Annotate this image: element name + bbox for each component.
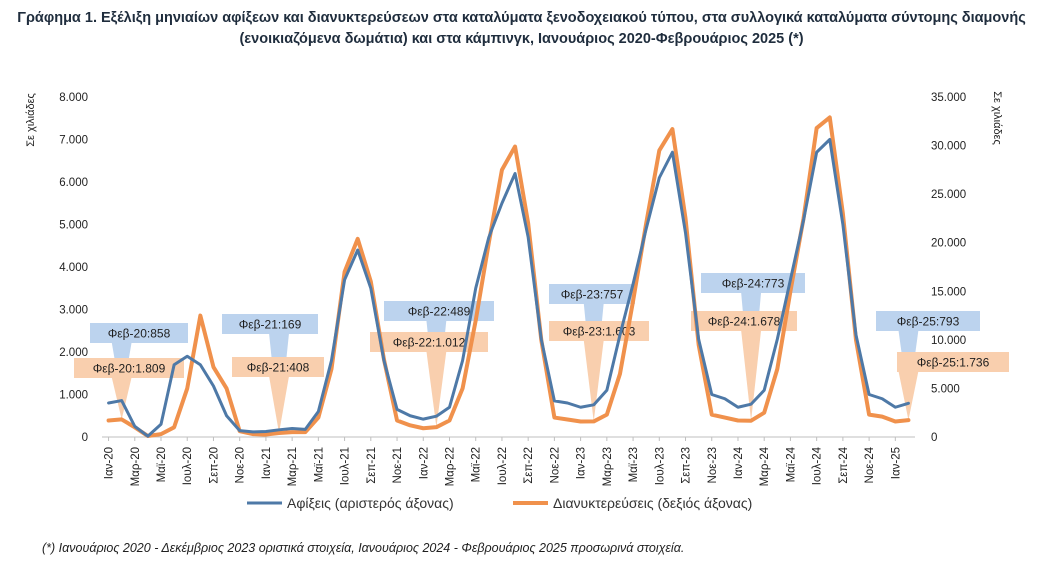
callout-label: Φεβ-22:489 bbox=[408, 305, 471, 319]
x-tick-label: Ιαν-20 bbox=[104, 447, 116, 479]
x-tick-label: Ιουλ-22 bbox=[497, 447, 509, 485]
callout-box bbox=[370, 332, 488, 352]
callout-box bbox=[691, 311, 797, 331]
callout-box bbox=[74, 358, 184, 378]
x-tick-label: Μαρ-21 bbox=[287, 447, 299, 486]
y-right-tick-label: 30.000 bbox=[931, 141, 966, 153]
callout-label: Φεβ-21:408 bbox=[247, 361, 310, 375]
x-tick-label: Νοε-20 bbox=[235, 447, 247, 483]
legend-label-overnights: Διανυκτερεύσεις (δεξιός άξονας) bbox=[553, 495, 752, 511]
y-left-tick-label: 4.000 bbox=[59, 262, 88, 274]
callout-box bbox=[384, 301, 494, 321]
callout-label: Φεβ-24:1.678 bbox=[708, 315, 781, 329]
y-left-tick-label: 8.000 bbox=[59, 92, 88, 104]
x-tick-label: Μαϊ-22 bbox=[471, 447, 483, 482]
callout-label: Φεβ-23:757 bbox=[561, 288, 624, 302]
x-tick-label: Ιουλ-23 bbox=[654, 447, 666, 485]
callout-label: Φεβ-23:1.603 bbox=[563, 325, 636, 339]
y-left-axis-title: Σε χιλιάδες bbox=[25, 93, 37, 147]
x-tick-label: Ιαν-21 bbox=[261, 447, 273, 479]
callout-box bbox=[232, 357, 324, 377]
footnote: (*) Ιανουάριος 2020 - Δεκέμβριος 2023 ορ… bbox=[42, 541, 685, 555]
y-right-tick-label: 0 bbox=[931, 432, 937, 444]
callout-label: Φεβ-21:169 bbox=[239, 318, 302, 332]
y-left-tick-label: 1.000 bbox=[59, 390, 88, 402]
callout-pointer bbox=[741, 330, 762, 421]
y-left-tick-label: 2.000 bbox=[59, 347, 88, 359]
chart-title: Γράφημα 1. Εξέλιξη μηνιαίων αφίξεων και … bbox=[17, 10, 1026, 47]
y-right-tick-label: 25.000 bbox=[931, 189, 966, 201]
callout-pointer bbox=[269, 376, 290, 434]
x-tick-label: Ιαν-24 bbox=[733, 446, 745, 479]
callout-label: Φεβ-24:773 bbox=[722, 277, 785, 291]
callout-label: Φεβ-20:1.809 bbox=[93, 362, 166, 376]
callout-box bbox=[897, 352, 1009, 372]
x-tick-label: Μαρ-20 bbox=[130, 447, 142, 486]
callout-box bbox=[701, 273, 805, 293]
x-tick-label: Ιαν-22 bbox=[418, 447, 430, 479]
x-tick-label: Ιουλ-20 bbox=[182, 447, 194, 485]
callout-box bbox=[549, 321, 649, 341]
x-tick-label: Σεπ-22 bbox=[523, 447, 535, 484]
x-tick-label: Σεπ-20 bbox=[208, 447, 220, 484]
callout-label: Φεβ-20:858 bbox=[108, 327, 171, 341]
callout-box bbox=[876, 311, 980, 331]
x-tick-label: Μαϊ-20 bbox=[156, 447, 168, 482]
x-tick-label: Νοε-23 bbox=[707, 447, 719, 483]
x-tick-label: Ιουλ-24 bbox=[812, 446, 824, 485]
y-left-tick-label: 6.000 bbox=[59, 177, 88, 189]
x-tick-label: Νοε-24 bbox=[864, 446, 876, 483]
y-right-tick-label: 15.000 bbox=[931, 286, 966, 298]
callout-label: Φεβ-22:1.012 bbox=[393, 336, 466, 350]
x-tick-label: Ιουλ-21 bbox=[340, 447, 352, 485]
callout-pointer bbox=[426, 351, 447, 428]
callout-pointer bbox=[583, 340, 604, 422]
x-tick-label: Ιαν-23 bbox=[576, 447, 588, 479]
x-tick-label: Μαϊ-23 bbox=[628, 447, 640, 482]
x-tick-label: Νοε-22 bbox=[549, 447, 561, 483]
x-tick-label: Σεπ-23 bbox=[681, 447, 693, 484]
y-left-tick-label: 5.000 bbox=[59, 220, 88, 232]
callout-box bbox=[90, 323, 188, 343]
x-tick-label: Μαρ-22 bbox=[444, 447, 456, 486]
x-tick-label: Νοε-21 bbox=[392, 447, 404, 483]
y-right-tick-label: 35.000 bbox=[931, 92, 966, 104]
callout-box bbox=[549, 284, 635, 304]
x-tick-label: Μαϊ-24 bbox=[785, 446, 797, 482]
callout-box bbox=[222, 314, 318, 334]
x-tick-label: Σεπ-24 bbox=[838, 446, 850, 483]
y-left-tick-label: 7.000 bbox=[59, 135, 88, 147]
series-line-arrivals bbox=[107, 138, 910, 438]
callout-pointer bbox=[111, 377, 132, 420]
callout-label: Φεβ-25:1.736 bbox=[917, 356, 990, 370]
x-tick-label: Μαϊ-21 bbox=[313, 447, 325, 482]
x-tick-label: Μαρ-23 bbox=[602, 447, 614, 486]
x-tick-label: Μαρ-24 bbox=[759, 446, 771, 486]
y-left-tick-label: 3.000 bbox=[59, 305, 88, 317]
callout-pointer bbox=[898, 371, 919, 421]
y-right-tick-label: 10.000 bbox=[931, 335, 966, 347]
y-left-tick-label: 0 bbox=[82, 432, 88, 444]
legend-label-arrivals: Αφίξεις (αριστερός άξονας) bbox=[287, 495, 454, 511]
callout-label: Φεβ-25:793 bbox=[897, 315, 960, 329]
y-right-axis-title: Σε χιλιάδες bbox=[991, 91, 1003, 145]
x-tick-label: Σεπ-21 bbox=[366, 447, 378, 484]
y-right-tick-label: 5.000 bbox=[931, 383, 960, 395]
y-right-tick-label: 20.000 bbox=[931, 238, 966, 250]
x-tick-label: Ιαν-25 bbox=[890, 447, 902, 479]
